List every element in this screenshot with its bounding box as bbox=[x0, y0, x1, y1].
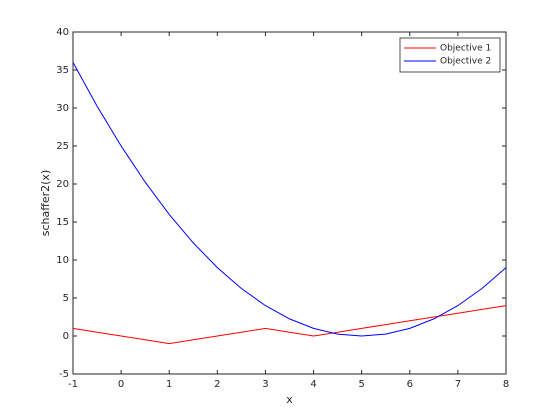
x-axis-label: x bbox=[286, 393, 293, 406]
y-tick-label: 25 bbox=[56, 141, 69, 152]
x-tick-label: 8 bbox=[503, 379, 509, 390]
legend-label: Objective 2 bbox=[440, 57, 491, 67]
y-tick-label: 40 bbox=[56, 27, 69, 38]
y-tick-label: 0 bbox=[63, 331, 69, 342]
y-tick-label: 5 bbox=[63, 293, 69, 304]
y-tick-label: 20 bbox=[56, 179, 69, 190]
y-axis-label: schaffer2(x) bbox=[39, 170, 52, 236]
x-tick-label: 6 bbox=[407, 379, 413, 390]
x-tick-label: 7 bbox=[455, 379, 461, 390]
x-tick-label: -1 bbox=[68, 379, 78, 390]
line-series bbox=[72, 305, 507, 345]
plot-area bbox=[72, 31, 507, 375]
y-tick-label: -5 bbox=[59, 369, 69, 380]
x-tick-label: 0 bbox=[118, 379, 124, 390]
y-tick-label: 15 bbox=[56, 217, 69, 228]
x-tick-label: 5 bbox=[358, 379, 364, 390]
x-tick-label: 3 bbox=[262, 379, 268, 390]
x-tick-label: 2 bbox=[214, 379, 220, 390]
x-tick-label: 1 bbox=[166, 379, 172, 390]
y-tick-label: 10 bbox=[56, 255, 69, 266]
y-tick-label: 30 bbox=[56, 103, 69, 114]
legend-box bbox=[399, 37, 501, 73]
y-tick-label: 35 bbox=[56, 65, 69, 76]
line-series bbox=[72, 62, 507, 337]
legend-label: Objective 1 bbox=[440, 44, 491, 54]
x-tick-label: 4 bbox=[310, 379, 316, 390]
